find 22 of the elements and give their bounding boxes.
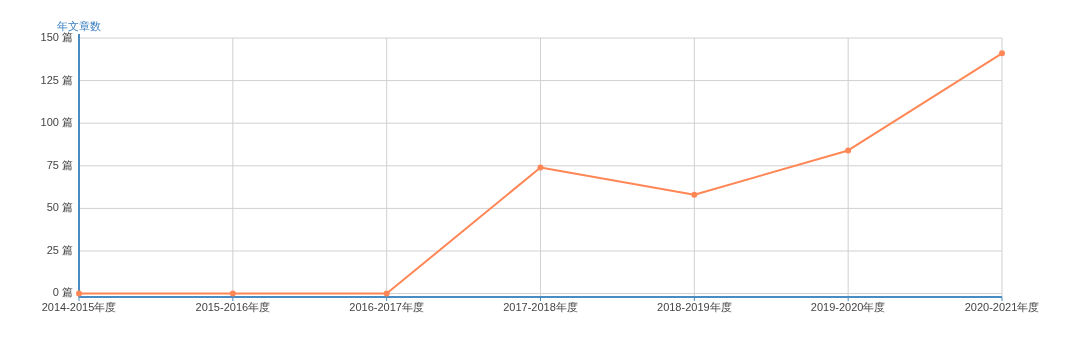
x-tick-label: 2017-2018年度 xyxy=(503,301,578,313)
point xyxy=(76,290,82,297)
y-tick-label: 0 篇 xyxy=(52,286,73,299)
y-tick-label: 75 篇 xyxy=(46,158,73,171)
x-tick-label: 2018-2019年度 xyxy=(657,301,732,313)
point xyxy=(999,50,1005,57)
y-tick-label: 50 篇 xyxy=(46,201,73,214)
point xyxy=(845,147,852,154)
x-tick-label: 2020-2021年度 xyxy=(964,301,1040,313)
point xyxy=(383,290,390,297)
point xyxy=(537,164,544,171)
y-tick-label: 100 篇 xyxy=(40,116,73,129)
point xyxy=(691,191,698,198)
point xyxy=(229,290,236,297)
x-tick-label: 2016-2017年度 xyxy=(349,301,424,313)
x-tick-label: 2019-2020年度 xyxy=(810,301,886,313)
y-axis-title: 年文章数 xyxy=(57,20,101,32)
y-tick-label: 125 篇 xyxy=(40,73,73,86)
x-tick-label: 2014-2015年度 xyxy=(41,301,117,313)
y-tick-label: 25 篇 xyxy=(46,243,73,256)
x-tick-label: 2015-2016年度 xyxy=(195,301,271,313)
y-tick-label: 150 篇 xyxy=(40,30,73,43)
